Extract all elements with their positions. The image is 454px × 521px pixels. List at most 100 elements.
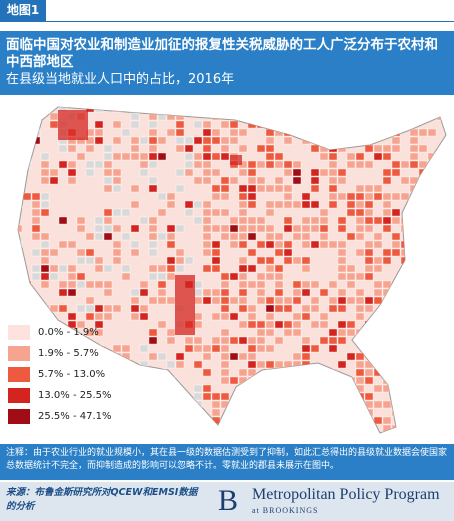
county [364, 144, 374, 153]
county [58, 160, 68, 169]
county [346, 408, 356, 417]
county [418, 320, 428, 329]
county [229, 424, 239, 433]
county [256, 160, 266, 169]
county [274, 264, 284, 273]
county [274, 160, 284, 169]
county [355, 224, 365, 233]
county [247, 352, 257, 361]
footer: 来源：布鲁金斯研究所对QCEW和EMSI数据的分析 B Metropolitan… [0, 482, 454, 521]
county [148, 368, 158, 377]
county [418, 248, 428, 257]
county [247, 168, 257, 177]
county [166, 376, 176, 385]
legend-label: 25.5% - 47.1% [38, 411, 112, 422]
county [112, 304, 122, 313]
county [193, 336, 203, 345]
county [40, 176, 50, 185]
county [139, 368, 149, 377]
county [328, 296, 338, 305]
county [211, 248, 221, 257]
county [355, 248, 365, 257]
county [238, 392, 248, 401]
county [256, 424, 266, 433]
county [301, 216, 311, 225]
legend-swatch [8, 346, 30, 361]
legend-item: 25.5% - 47.1% [8, 406, 112, 427]
county [328, 107, 338, 113]
county [139, 344, 149, 353]
county [238, 144, 248, 153]
county [31, 264, 41, 273]
county [382, 112, 392, 121]
county [220, 152, 230, 161]
county [211, 208, 221, 217]
county [148, 328, 158, 337]
county [391, 376, 401, 385]
county [337, 176, 347, 185]
county [292, 256, 302, 265]
county [373, 296, 383, 305]
legend-swatch [8, 367, 30, 382]
county [40, 192, 50, 201]
county [256, 280, 266, 289]
county [202, 264, 212, 273]
subtitle: 在县级当地就业人口中的占比，2016年 [6, 72, 235, 87]
county [391, 160, 401, 169]
county [157, 392, 167, 401]
county [193, 280, 203, 289]
county [139, 168, 149, 177]
county [310, 400, 320, 409]
county [238, 280, 248, 289]
county [76, 216, 86, 225]
county [157, 152, 167, 161]
county [364, 432, 374, 433]
county [121, 152, 131, 161]
county [193, 344, 203, 353]
county [148, 416, 158, 425]
county [436, 368, 446, 377]
county [193, 384, 203, 393]
county [67, 144, 77, 153]
county [229, 408, 239, 417]
county [355, 424, 365, 433]
county [436, 360, 446, 369]
county [292, 288, 302, 297]
county [427, 360, 437, 369]
county [130, 240, 140, 249]
county [337, 168, 347, 177]
county [436, 408, 446, 417]
county [355, 208, 365, 217]
county [391, 336, 401, 345]
county [229, 312, 239, 321]
county [103, 176, 113, 185]
county [274, 272, 284, 281]
county [148, 120, 158, 129]
county [418, 288, 428, 297]
county [238, 240, 248, 249]
county [391, 368, 401, 377]
county [274, 184, 284, 193]
county [373, 152, 383, 161]
county [265, 368, 275, 377]
county [382, 416, 392, 425]
county [49, 272, 59, 281]
county [211, 392, 221, 401]
county [346, 392, 356, 401]
county [256, 240, 266, 249]
county [436, 264, 446, 273]
county [67, 320, 77, 329]
county [364, 224, 374, 233]
county [355, 120, 365, 129]
county [238, 296, 248, 305]
county [310, 112, 320, 121]
county [391, 392, 401, 401]
county [364, 248, 374, 257]
county [49, 112, 59, 121]
county [49, 248, 59, 257]
county [175, 224, 185, 233]
county [364, 240, 374, 249]
county [103, 208, 113, 217]
county [85, 160, 95, 169]
